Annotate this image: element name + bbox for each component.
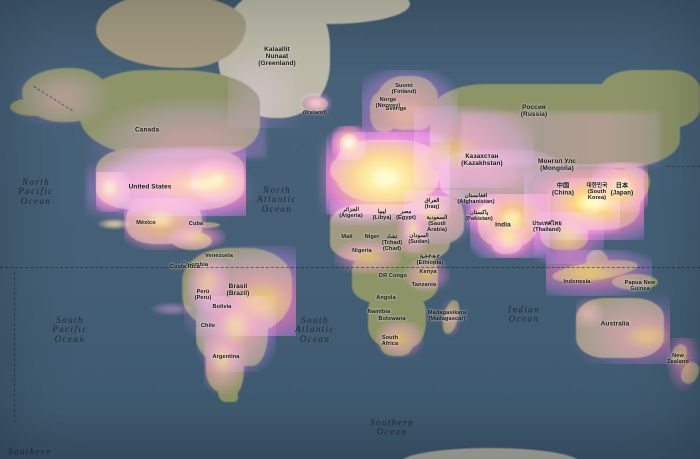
boundary-dash-ne bbox=[666, 166, 700, 167]
date-line-boundary bbox=[14, 272, 15, 422]
equator-line bbox=[0, 267, 700, 268]
